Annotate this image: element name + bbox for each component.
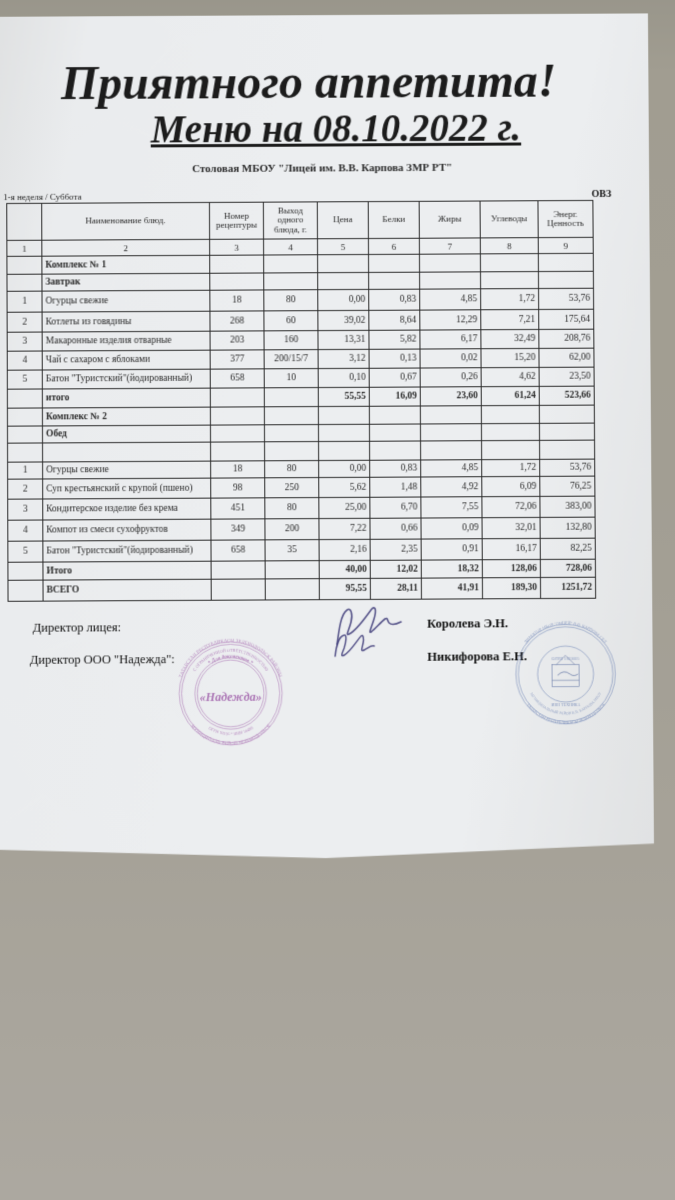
svg-text:«Надежда»: «Надежда» xyxy=(200,690,262,704)
svg-text:ДИРЕКТОР МБОУ "ЛИЦЕЙ" В.В. КАР: ДИРЕКТОР МБОУ "ЛИЦЕЙ" В.В. КАРПОВА СЕЛ xyxy=(523,620,608,644)
svg-text:ОГРН 1021605: ОГРН 1021605 xyxy=(552,656,580,661)
svg-text:ИНН ТЕХНИКА: ИНН ТЕХНИКА xyxy=(551,702,580,707)
